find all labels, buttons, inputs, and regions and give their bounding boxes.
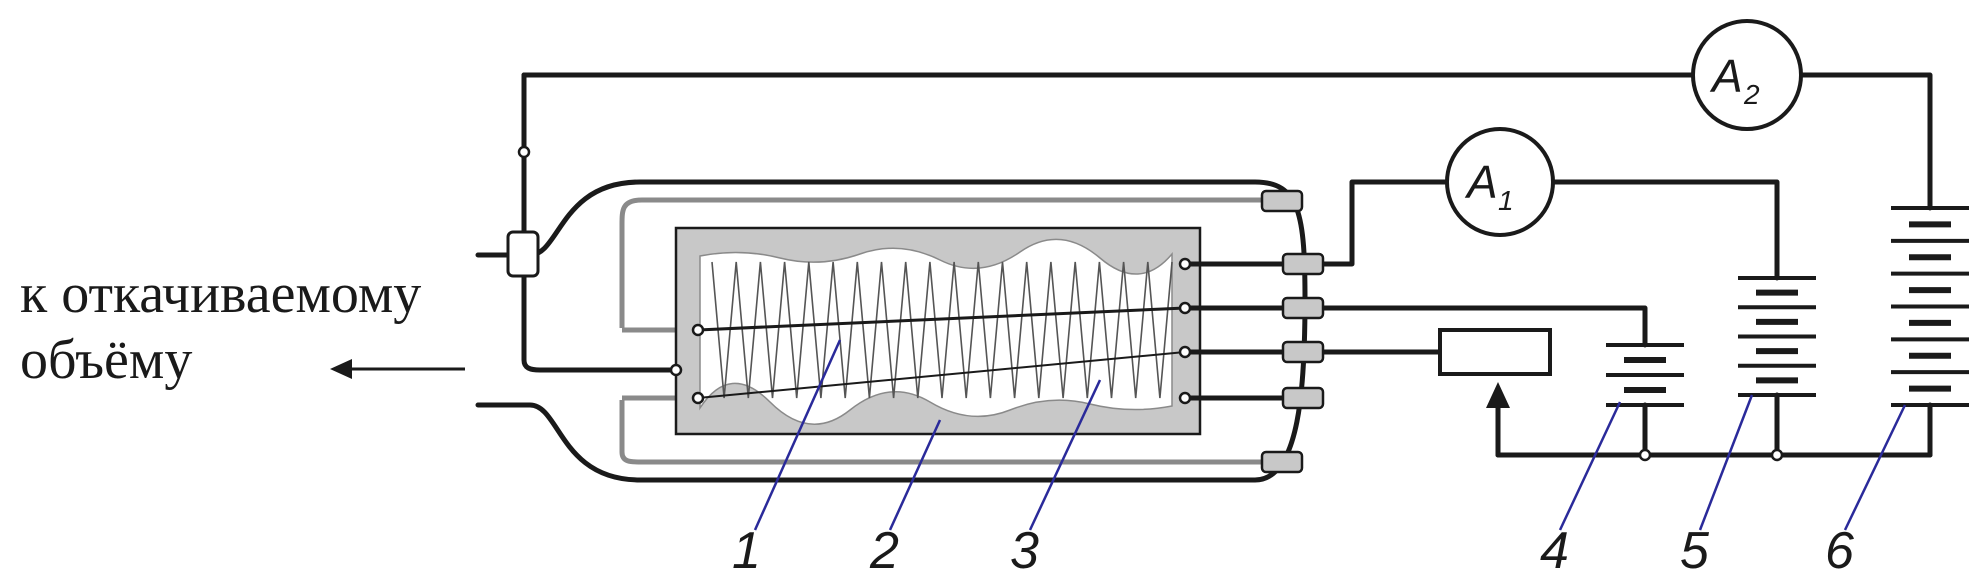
wire-node-left-bottom <box>691 391 705 405</box>
thermocouple-wire <box>697 306 1186 332</box>
ammeter-a2-subscript: 2 <box>1743 79 1760 110</box>
heater-spiral <box>711 261 1173 399</box>
ammeter-a1-subscript: 1 <box>1498 185 1514 216</box>
thermocouple-wire-lower <box>697 351 1186 399</box>
seal-bushings <box>1281 252 1325 410</box>
wire-node-left-top <box>691 323 705 337</box>
rheostat-wiper-arrow <box>1486 382 1510 408</box>
collector-lead <box>521 72 679 373</box>
ammeter-a2-letter: A <box>1709 50 1743 102</box>
ammeter-a1-letter: A <box>1464 156 1498 208</box>
bus-node-4 <box>1638 448 1652 462</box>
rheostat <box>1438 328 1552 376</box>
callout-3: 3 <box>1010 522 1039 580</box>
battery-4-feed <box>1342 305 1648 348</box>
battery-4 <box>1606 343 1684 407</box>
a2-loop-wire <box>521 72 1933 211</box>
pump-direction-label-line2: объёму <box>20 329 193 391</box>
battery-6 <box>1891 206 1969 407</box>
top-contact-pad <box>1260 189 1304 213</box>
callout-2: 2 <box>869 522 899 580</box>
collector-inner-node <box>669 363 683 377</box>
pump-direction-arrow <box>330 359 465 379</box>
inner-support-frame <box>619 197 1265 465</box>
collector-node <box>517 145 531 159</box>
callout-1: 1 <box>732 522 761 580</box>
callout-5: 5 <box>1680 522 1710 580</box>
ammeter-a2 <box>1691 19 1803 131</box>
bus-node-5 <box>1770 448 1784 462</box>
pump-direction-label-line1: к откачиваемому <box>20 263 422 325</box>
callout-6: 6 <box>1825 522 1854 580</box>
bottom-contact-pad <box>1260 450 1304 474</box>
left-bushing <box>506 230 540 278</box>
a1-loop-wire <box>1342 179 1780 281</box>
callout-4: 4 <box>1540 522 1569 580</box>
ammeter-a1 <box>1445 127 1555 237</box>
battery-5 <box>1738 276 1816 397</box>
callout-leaders <box>753 339 1907 531</box>
lead-wires <box>1178 257 1348 405</box>
